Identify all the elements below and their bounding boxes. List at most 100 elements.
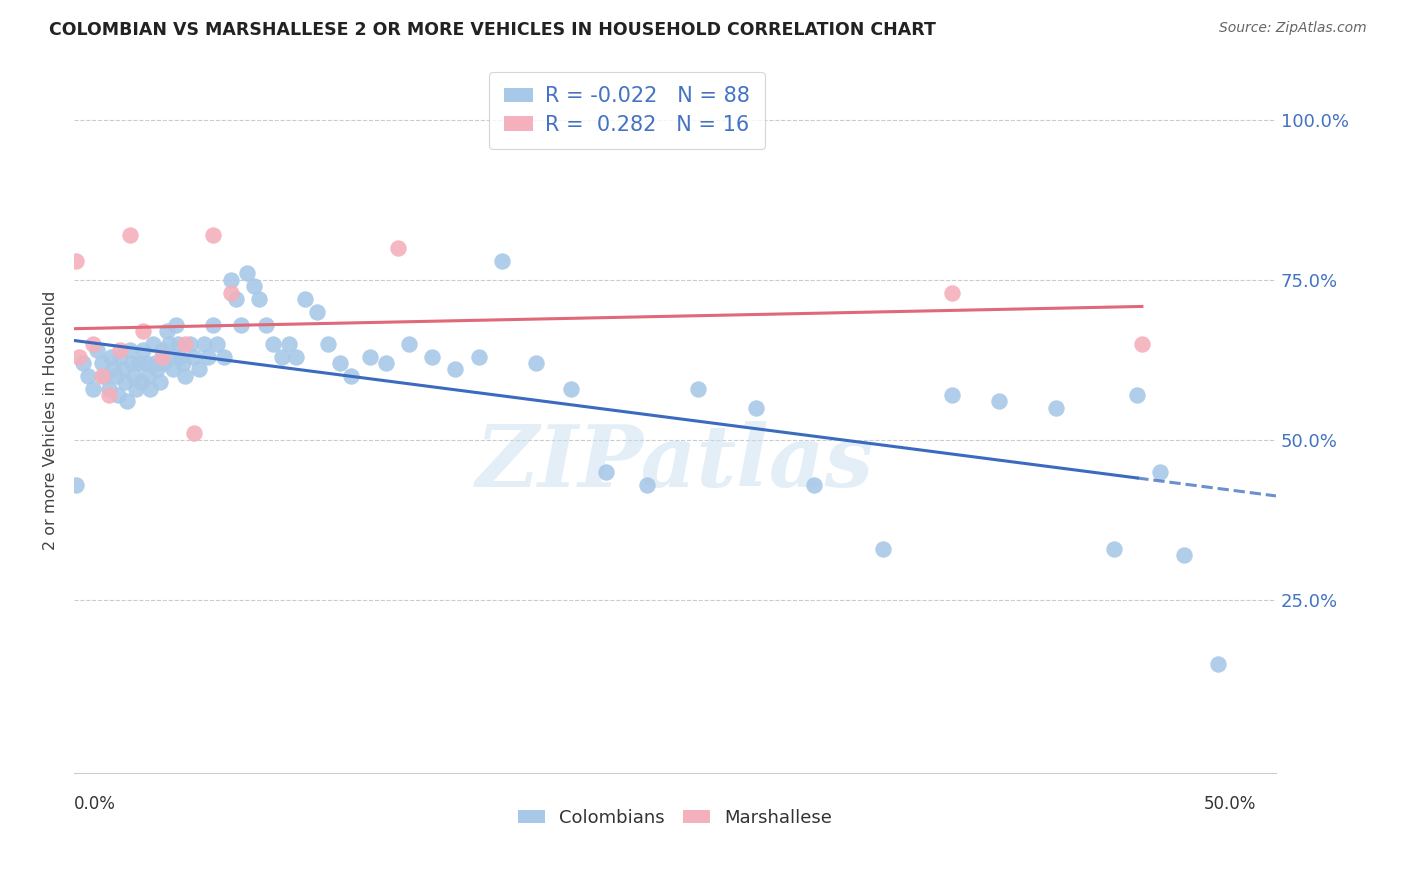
Point — [1045, 401, 1067, 415]
Point — [271, 350, 294, 364]
Point — [595, 465, 617, 479]
Point — [225, 292, 247, 306]
Point — [183, 350, 205, 364]
Point — [444, 362, 467, 376]
Point — [117, 394, 139, 409]
Point — [118, 343, 141, 358]
Point — [149, 375, 172, 389]
Point — [201, 318, 224, 332]
Point — [262, 336, 284, 351]
Point — [104, 368, 127, 383]
Point — [142, 336, 165, 351]
Point — [803, 477, 825, 491]
Point — [398, 336, 420, 351]
Point — [329, 356, 352, 370]
Point — [77, 368, 100, 383]
Point — [387, 241, 409, 255]
Point — [65, 477, 87, 491]
Point — [121, 356, 143, 370]
Point — [491, 253, 513, 268]
Text: 50.0%: 50.0% — [1204, 795, 1256, 814]
Point — [139, 382, 162, 396]
Point — [236, 266, 259, 280]
Point — [172, 356, 194, 370]
Point — [243, 279, 266, 293]
Text: 0.0%: 0.0% — [75, 795, 115, 814]
Point — [160, 350, 183, 364]
Point — [420, 350, 443, 364]
Point — [150, 350, 173, 364]
Text: ZIPatlas: ZIPatlas — [477, 421, 875, 505]
Point — [150, 343, 173, 358]
Point — [174, 368, 197, 383]
Point — [146, 362, 169, 376]
Point — [169, 350, 191, 364]
Point — [174, 336, 197, 351]
Point — [524, 356, 547, 370]
Point — [136, 368, 159, 383]
Point — [941, 285, 963, 300]
Point — [135, 356, 157, 370]
Point — [162, 362, 184, 376]
Point — [688, 382, 710, 396]
Point — [359, 350, 381, 364]
Text: Source: ZipAtlas.com: Source: ZipAtlas.com — [1219, 21, 1367, 35]
Point — [193, 336, 215, 351]
Point — [318, 336, 340, 351]
Point — [987, 394, 1010, 409]
Point — [229, 318, 252, 332]
Point — [1130, 336, 1153, 351]
Legend: Colombians, Marshallese: Colombians, Marshallese — [510, 802, 839, 834]
Point — [1149, 465, 1171, 479]
Point — [86, 343, 108, 358]
Text: COLOMBIAN VS MARSHALLESE 2 OR MORE VEHICLES IN HOUSEHOLD CORRELATION CHART: COLOMBIAN VS MARSHALLESE 2 OR MORE VEHIC… — [49, 21, 936, 38]
Point — [153, 356, 176, 370]
Point — [1206, 657, 1229, 671]
Point — [157, 336, 180, 351]
Point — [90, 368, 112, 383]
Point — [118, 227, 141, 242]
Point — [165, 318, 187, 332]
Point — [254, 318, 277, 332]
Point — [100, 350, 122, 364]
Point — [110, 343, 132, 358]
Point — [111, 362, 134, 376]
Point — [305, 305, 328, 319]
Point — [187, 362, 209, 376]
Point — [201, 227, 224, 242]
Point — [294, 292, 316, 306]
Point — [143, 356, 166, 370]
Point — [103, 362, 125, 376]
Point — [132, 343, 155, 358]
Point — [247, 292, 270, 306]
Point — [467, 350, 489, 364]
Point — [82, 336, 104, 351]
Point — [1102, 541, 1125, 556]
Point — [167, 336, 190, 351]
Point — [72, 356, 94, 370]
Point — [107, 388, 129, 402]
Point — [122, 368, 145, 383]
Point — [219, 285, 242, 300]
Point — [132, 324, 155, 338]
Point — [214, 350, 236, 364]
Y-axis label: 2 or more Vehicles in Household: 2 or more Vehicles in Household — [44, 291, 58, 550]
Point — [941, 388, 963, 402]
Point — [179, 336, 201, 351]
Point — [97, 382, 120, 396]
Point — [278, 336, 301, 351]
Point — [745, 401, 768, 415]
Point — [67, 350, 90, 364]
Point — [375, 356, 398, 370]
Point — [155, 324, 177, 338]
Point — [93, 368, 115, 383]
Point — [128, 356, 150, 370]
Point — [114, 375, 136, 389]
Point — [125, 382, 148, 396]
Point — [872, 541, 894, 556]
Point — [183, 426, 205, 441]
Point — [1173, 548, 1195, 562]
Point — [560, 382, 582, 396]
Point — [90, 356, 112, 370]
Point — [636, 477, 658, 491]
